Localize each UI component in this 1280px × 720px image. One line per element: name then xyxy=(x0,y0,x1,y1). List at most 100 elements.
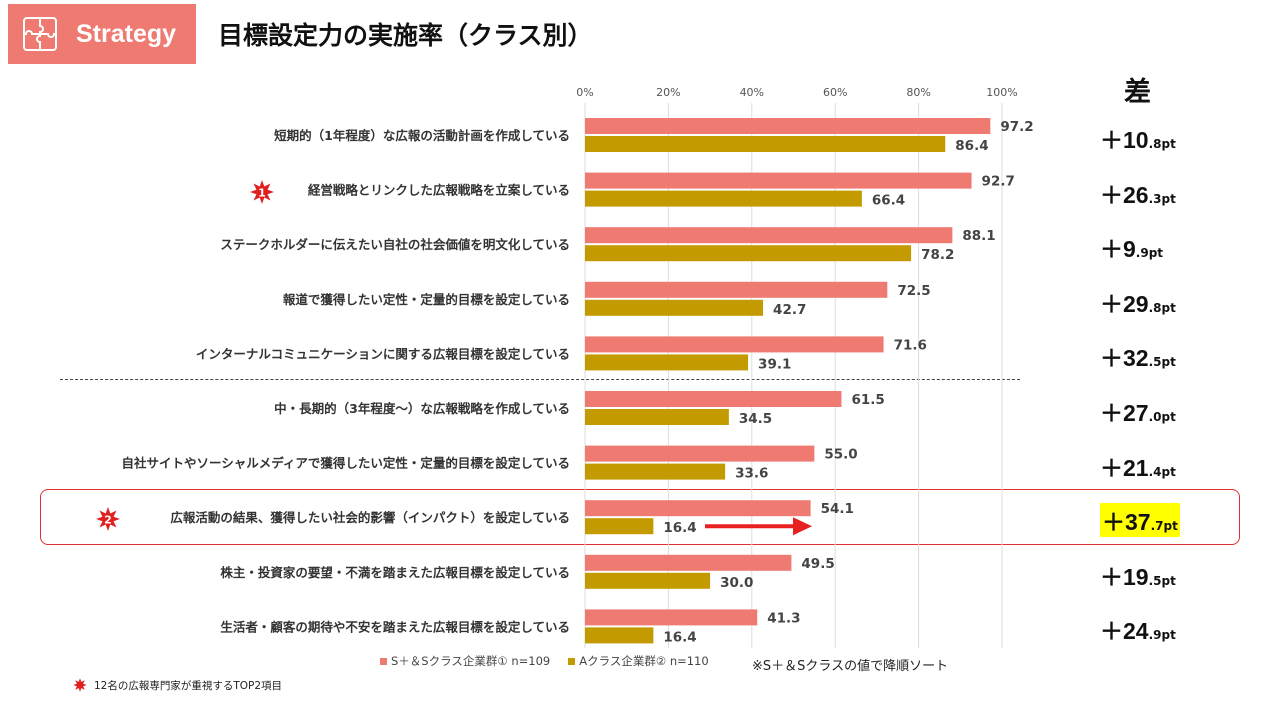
bar-series2 xyxy=(585,409,729,425)
difference-value: ＋27.0pt xyxy=(1100,394,1176,428)
difference-value: ＋37.7pt xyxy=(1100,503,1180,538)
data-label-series2: 42.7 xyxy=(773,302,806,318)
difference-main: ＋32 xyxy=(1100,345,1149,372)
category-label: 中・長期的（3年程度～）な広報戦略を作成している xyxy=(274,401,570,416)
difference-value: ＋21.4pt xyxy=(1100,449,1176,483)
bar-series1 xyxy=(585,336,884,353)
difference-main: ＋19 xyxy=(1100,563,1149,590)
chart-legend: S＋＆Sクラス企業群① n=109 Aクラス企業群② n=110 xyxy=(380,653,709,669)
difference-main: ＋26 xyxy=(1100,181,1149,208)
category-label: 経営戦略とリンクした広報戦略を立案している xyxy=(308,183,570,198)
data-label-series1: 49.5 xyxy=(801,556,834,572)
arrow-head-icon xyxy=(793,517,812,536)
x-tick-label: 100% xyxy=(986,86,1017,99)
data-label-series2: 16.4 xyxy=(663,520,696,536)
data-label-series1: 55.0 xyxy=(824,447,857,463)
bar-series1 xyxy=(585,172,972,189)
difference-decimal: .9pt xyxy=(1135,246,1164,261)
page-title: 目標設定力の実施率（クラス別） xyxy=(218,21,593,50)
difference-main: ＋24 xyxy=(1100,618,1149,645)
legend-item-series1: S＋＆Sクラス企業群① n=109 xyxy=(380,653,550,669)
category-label: 生活者・顧客の期待や不安を踏まえた広報目標を設定している xyxy=(220,619,570,634)
bar-series2 xyxy=(585,190,862,207)
highlight-row-box xyxy=(40,489,1240,545)
sort-note: ※S＋＆Sクラスの値で降順ソート xyxy=(752,659,949,674)
difference-value: ＋29.8pt xyxy=(1100,285,1176,319)
data-label-series1: 97.2 xyxy=(1000,119,1033,135)
bar-series1 xyxy=(585,445,815,462)
bar-series1 xyxy=(585,391,842,407)
difference-decimal: .8pt xyxy=(1148,300,1176,315)
data-label-series2: 33.6 xyxy=(735,466,768,482)
difference-value: ＋19.5pt xyxy=(1100,558,1176,592)
category-label: 報道で獲得したい定性・定量的目標を設定している xyxy=(283,292,570,307)
difference-value: ＋32.5pt xyxy=(1100,339,1176,373)
data-label-series1: 71.6 xyxy=(894,337,927,353)
strategy-badge: Strategy xyxy=(8,4,196,64)
dashed-separator xyxy=(60,379,1020,380)
data-label-series1: 61.5 xyxy=(851,392,884,408)
top2-marker-number: 1 xyxy=(258,186,266,199)
data-label-series2: 30.0 xyxy=(720,575,753,591)
difference-main: ＋29 xyxy=(1100,290,1149,317)
bar-series2 xyxy=(585,354,749,371)
bar-series1 xyxy=(585,609,758,626)
x-tick-label: 0% xyxy=(576,86,593,99)
puzzle-icon xyxy=(23,17,57,51)
footnote-text: 12名の広報専門家が重視するTOP2項目 xyxy=(94,679,283,692)
category-label: ステークホルダーに伝えたい自社の社会価値を明文化している xyxy=(220,237,570,252)
bar-series1 xyxy=(585,281,888,298)
data-label-series1: 92.7 xyxy=(982,174,1015,190)
category-label: 短期的（1年程度）な広報の活動計画を作成している xyxy=(274,128,570,143)
difference-decimal: .0pt xyxy=(1148,410,1176,424)
category-label: インターナルコミュニケーションに関する広報目標を設定している xyxy=(196,346,570,361)
data-label-series2: 16.4 xyxy=(663,629,696,645)
difference-header: 差 xyxy=(1124,77,1151,108)
difference-decimal: .4pt xyxy=(1148,464,1176,479)
difference-decimal: .9pt xyxy=(1148,628,1176,643)
difference-main: ＋27 xyxy=(1100,400,1149,426)
difference-decimal: .3pt xyxy=(1148,191,1176,206)
data-label-series1: 41.3 xyxy=(767,610,800,626)
category-label: 自社サイトやソーシャルメディアで獲得したい定性・定量的目標を設定している xyxy=(121,456,570,471)
footnote: 12名の広報専門家が重視するTOP2項目 xyxy=(72,677,282,693)
difference-value: ＋24.9pt xyxy=(1100,612,1176,646)
x-tick-label: 20% xyxy=(656,86,680,99)
badge-label: Strategy xyxy=(76,19,177,48)
top2-marker-star-icon: 2 xyxy=(96,507,120,532)
legend-series2-label: Aクラス企業群② n=110 xyxy=(579,654,709,668)
bar-series2 xyxy=(585,299,764,316)
bar-series2 xyxy=(585,518,654,535)
bar-series1 xyxy=(585,500,811,517)
data-label-series2: 86.4 xyxy=(955,138,988,154)
top2-marker-number: 2 xyxy=(104,514,112,527)
difference-main: ＋21 xyxy=(1100,454,1149,481)
difference-main: ＋9 xyxy=(1100,236,1136,263)
bar-series1 xyxy=(585,227,953,244)
category-label: 株主・投資家の要望・不満を踏まえた広報目標を設定している xyxy=(220,565,570,580)
burst-star-icon xyxy=(73,678,87,692)
difference-main: ＋10 xyxy=(1100,127,1149,153)
bar-series1 xyxy=(585,118,991,134)
bar-series2 xyxy=(585,463,726,480)
top2-marker-star-icon: 1 xyxy=(250,179,274,204)
difference-decimal: .8pt xyxy=(1148,137,1176,151)
difference-decimal: .5pt xyxy=(1148,573,1176,588)
bar-series2 xyxy=(585,627,654,644)
difference-decimal: .5pt xyxy=(1148,355,1176,370)
x-tick-label: 80% xyxy=(906,86,930,99)
data-label-series2: 78.2 xyxy=(921,247,954,263)
legend-series1-label: S＋＆Sクラス企業群① n=109 xyxy=(391,654,551,668)
data-label-series2: 39.1 xyxy=(758,356,791,372)
bar-series1 xyxy=(585,554,792,571)
data-label-series1: 54.1 xyxy=(821,501,854,517)
bar-series2 xyxy=(585,245,912,262)
data-label-series1: 88.1 xyxy=(962,228,995,244)
data-label-series1: 72.5 xyxy=(897,283,930,299)
x-tick-label: 40% xyxy=(740,86,764,99)
difference-value: ＋26.3pt xyxy=(1100,176,1176,210)
data-label-series2: 66.4 xyxy=(872,193,905,209)
difference-value: ＋9.9pt xyxy=(1100,230,1163,264)
legend-item-series2: Aクラス企業群② n=110 xyxy=(568,653,709,669)
difference-main: ＋37 xyxy=(1102,509,1151,536)
